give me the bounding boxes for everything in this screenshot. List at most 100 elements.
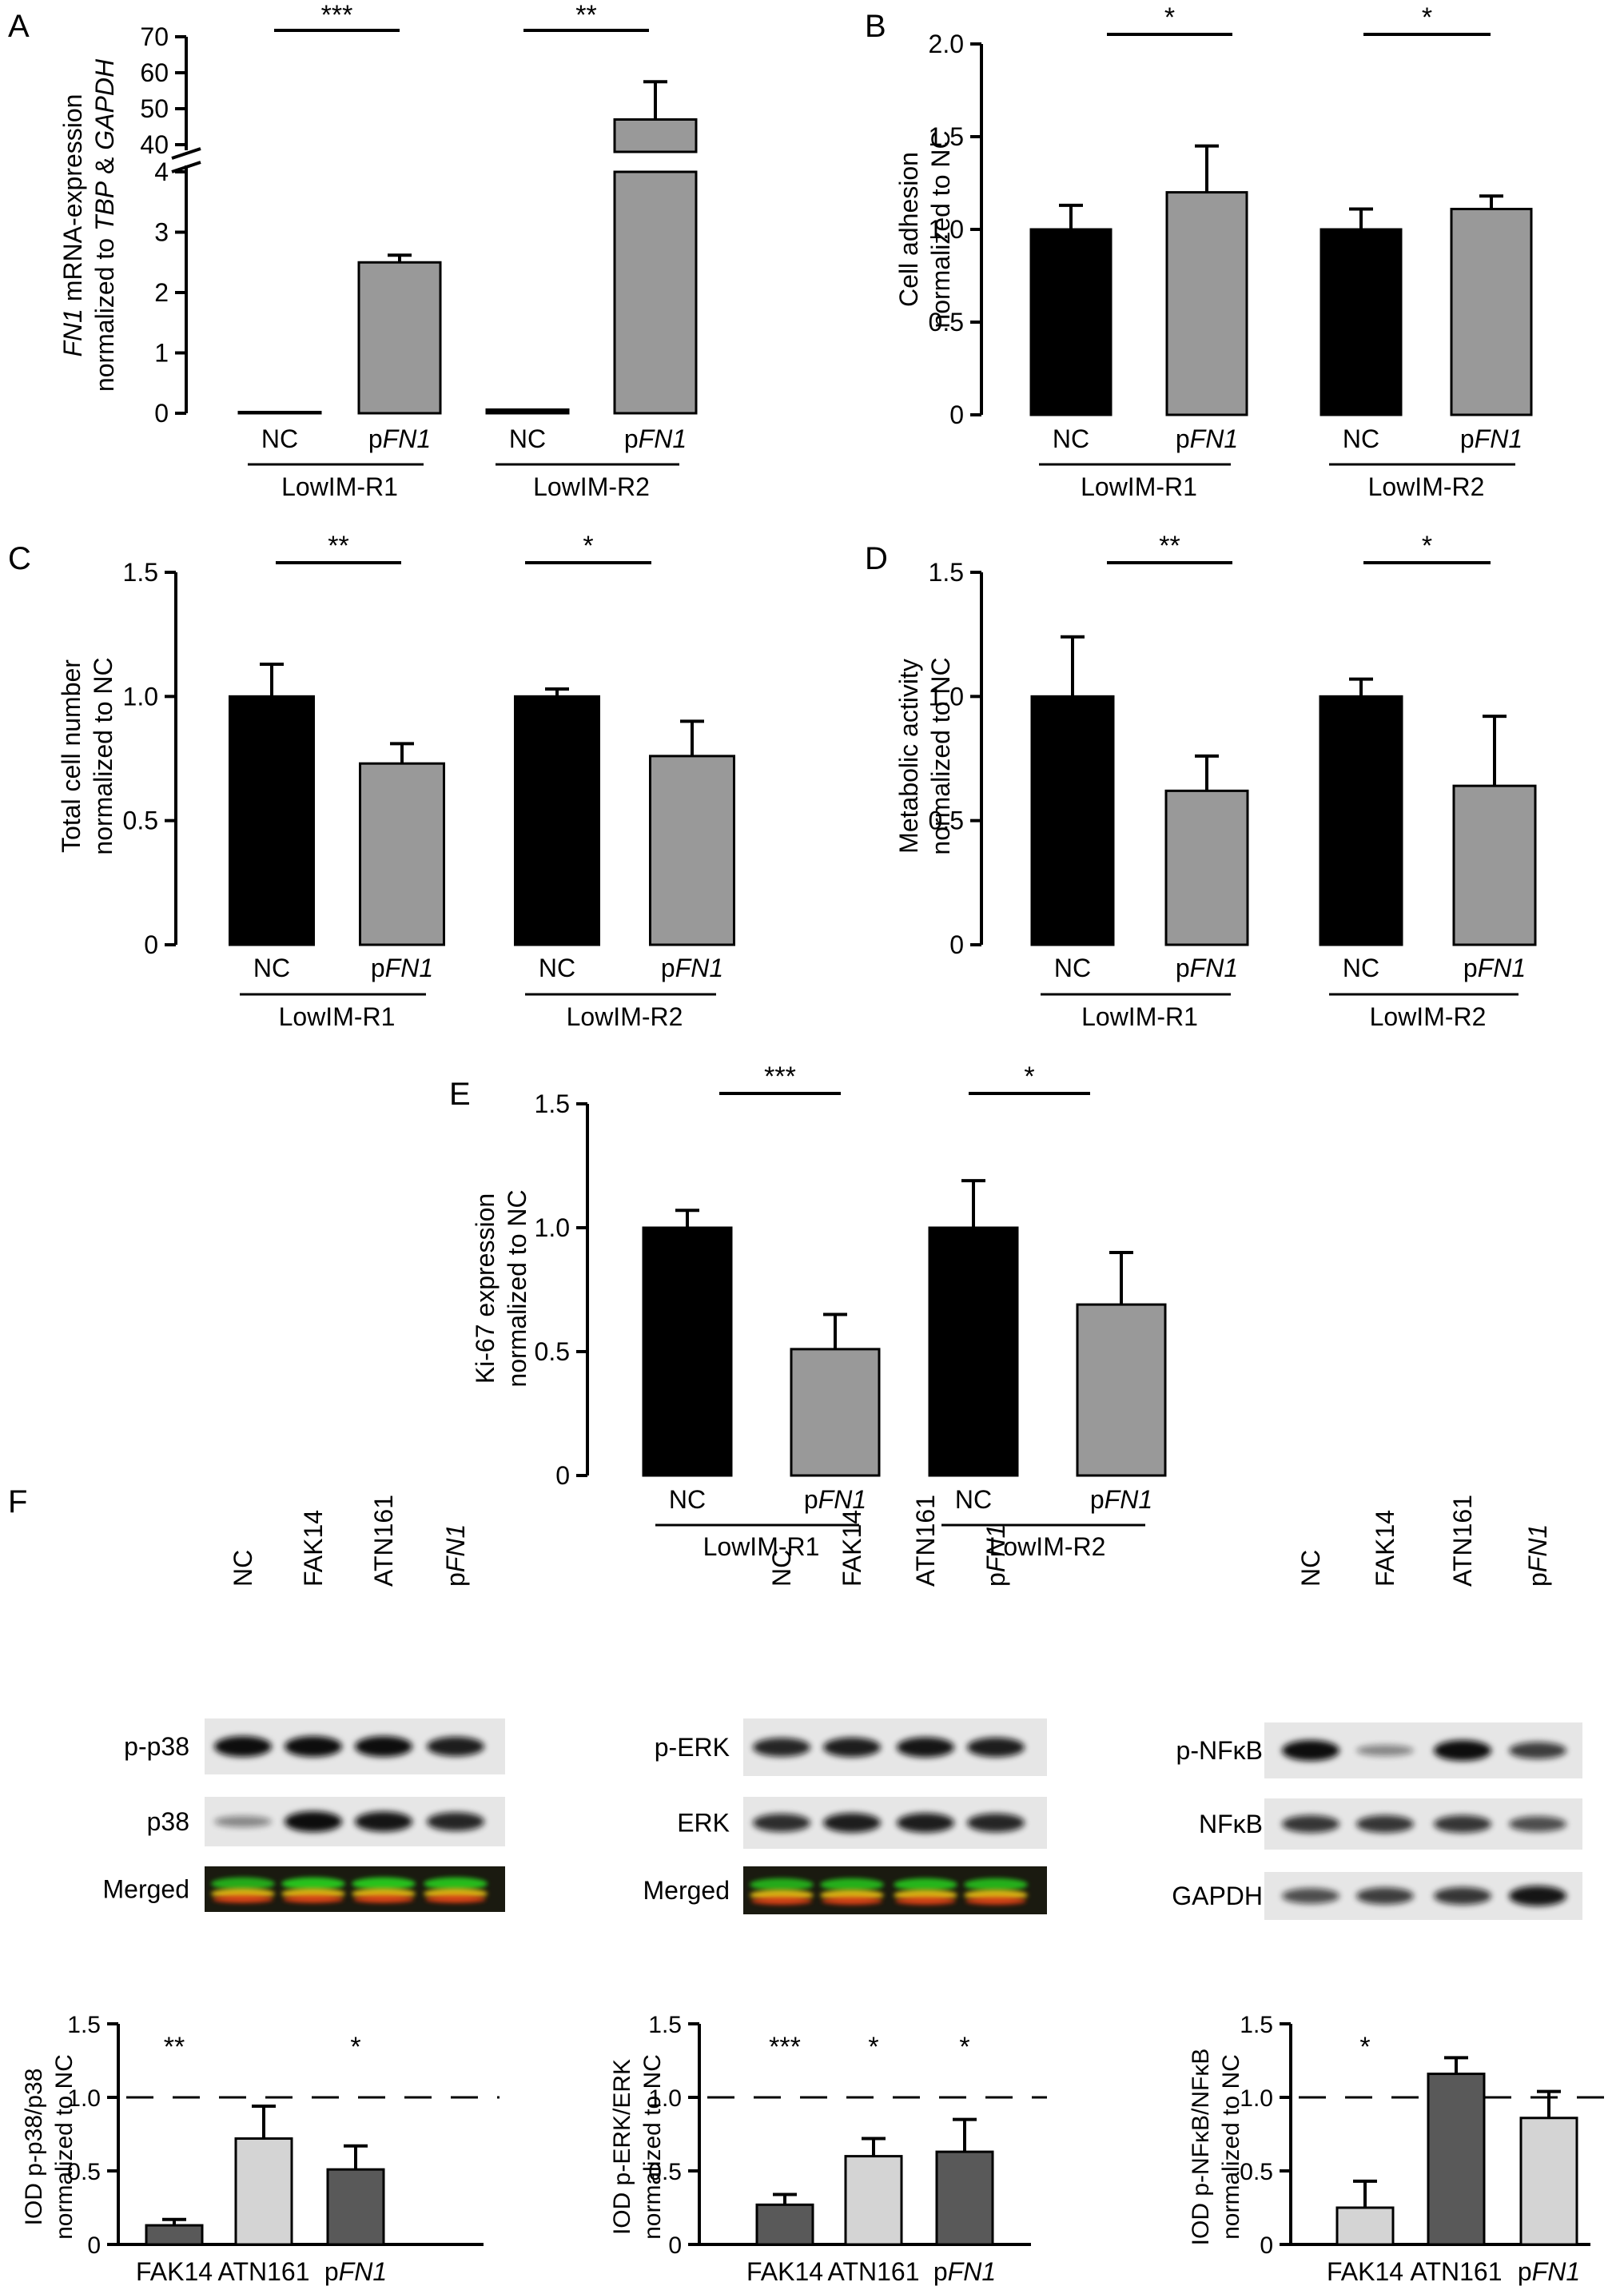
bar (359, 762, 445, 946)
y-tick-label: 1.0 (929, 215, 964, 244)
blot-row-label: p-NFκB (1176, 1736, 1263, 1765)
group-label: LowIM-R1 (1081, 472, 1197, 501)
significance-stars: * (1422, 2, 1432, 33)
bar (1427, 2073, 1486, 2246)
y-tick-label: 70 (140, 22, 169, 51)
blot-band (823, 1813, 881, 1833)
category-label-text: p (1176, 424, 1190, 453)
category-label-text: p (933, 2257, 948, 2286)
blot-band (967, 1813, 1025, 1833)
panel-c: C 0 0.5 1.0 1.5 Total cell number normalized t… (8, 531, 735, 1031)
y-tick-label: 1.0 (123, 682, 158, 711)
y-tick-label: 0.5 (648, 2159, 682, 2185)
category-label: pFN1 (624, 424, 687, 453)
significance-stars: ** (1159, 531, 1180, 561)
category-label: pFN1 (368, 424, 431, 453)
category-label-text: NC (509, 424, 546, 453)
category-label: pFN1 (371, 954, 433, 982)
category-label: ATN161 (827, 2257, 919, 2286)
y-tick-label: 40 (140, 130, 169, 159)
category-label: FAK14 (1327, 2257, 1403, 2286)
panel-letter: C (8, 541, 31, 576)
category-label-italic: FN1 (1190, 424, 1238, 453)
category-label-text: FAK14 (136, 2257, 213, 2286)
y-tick-label: 2 (154, 278, 169, 307)
category-label: ATN161 (1410, 2257, 1502, 2286)
category-label: pFN1 (1176, 424, 1238, 453)
bar (1320, 228, 1403, 416)
blot-row-label: p38 (147, 1807, 189, 1836)
bar (229, 695, 315, 946)
y-axis-label-group: Metabolic activity normalized to NC (894, 657, 955, 854)
category-label: pFN1 (804, 1485, 866, 1514)
significance-stars: ** (328, 531, 348, 561)
bar (514, 695, 600, 946)
category-label: pFN1 (1176, 954, 1238, 982)
y-tick-label: 1.0 (648, 2085, 682, 2112)
group-label: LowIM-R2 (533, 472, 650, 501)
category-label-text: NC (1054, 954, 1091, 982)
category-label-text: NC (1053, 424, 1089, 453)
bar (326, 2168, 385, 2246)
lane-label-text: FAK14 (1371, 1510, 1399, 1587)
y-axis-label: IOD p-ERK/ERK (609, 2059, 635, 2235)
y-axis-label: IOD p-NFκB/NFκB (1188, 2049, 1214, 2246)
iod-bar-chart-1: 0 0.5 1.0 1.5 IOD p-p38/p38 normalized to NC *… (21, 2012, 500, 2286)
y-axis-label-group: IOD p-ERK/ERK normalized to NC (609, 2054, 666, 2240)
panel-e: E 0 0.5 1.0 1.5 Ki-67 expression normalized to… (449, 1061, 1167, 1561)
category-label: NC (669, 1485, 706, 1514)
y-tick-label: 1.5 (929, 558, 964, 587)
category-label-text: NC (669, 1485, 706, 1514)
category-label-text: ATN161 (827, 2257, 919, 2286)
label-part: & (90, 150, 119, 181)
category-label-italic: FN1 (1478, 954, 1526, 982)
y-tick-label: 0 (949, 400, 964, 429)
western-blot-2: NC FAK14 ATN161 pFN1 p-ERK ERK Merged (643, 1495, 1047, 1914)
bar (935, 2150, 994, 2246)
category-label-text: NC (261, 424, 298, 453)
y-tick-label: 2.0 (929, 30, 964, 58)
y-tick-label: 1.5 (929, 122, 964, 151)
lane-label: NC (229, 1550, 257, 1587)
y-tick-label: 0.5 (67, 2159, 101, 2185)
blot-band (355, 1736, 412, 1757)
y-axis-label: normalized to NC (926, 130, 955, 328)
panel-letter: B (865, 9, 886, 44)
category-label: NC (509, 424, 546, 453)
bar-lower-segment (613, 170, 698, 415)
blot-band (897, 1813, 954, 1833)
category-label-text: NC (1343, 424, 1379, 453)
category-label: NC (253, 954, 290, 982)
y-tick-label: 0 (144, 930, 158, 959)
blot-band (1282, 1888, 1339, 1904)
significance-stars: * (868, 2032, 878, 2062)
category-label-text: ATN161 (217, 2257, 309, 2286)
blot-band (427, 1812, 484, 1831)
blot-band (285, 1736, 342, 1757)
significance-stars: *** (769, 2032, 801, 2062)
blot-band (1509, 1742, 1566, 1759)
label-part: TBP (90, 181, 119, 231)
lane-label-italic: FN1 (981, 1524, 1010, 1572)
lane-label: FAK14 (1371, 1510, 1399, 1587)
blot-band (753, 1738, 810, 1757)
y-axis-label: IOD p-p38/p38 (21, 2069, 47, 2226)
lane-label-text: ATN161 (369, 1495, 398, 1587)
western-blot-3: NC FAK14 ATN161 pFN1 p-NFκB NFκB GAPDH (1172, 1495, 1582, 1920)
y-tick-label: 0 (87, 2232, 101, 2259)
bar (642, 1226, 733, 1477)
bar (1335, 2206, 1395, 2246)
significance-stars: ** (164, 2032, 185, 2062)
y-axis-label: normalized to NC (1218, 2054, 1244, 2240)
bar-upper-segment (613, 118, 698, 153)
significance-stars: * (959, 2032, 969, 2062)
merged-band-red (895, 1897, 956, 1906)
blot-band (1509, 1816, 1566, 1832)
category-label-italic: FN1 (1532, 2257, 1580, 2286)
y-tick-label: 0 (154, 399, 169, 428)
lane-label: NC (767, 1550, 796, 1587)
y-tick-label: 1.0 (67, 2085, 101, 2112)
y-tick-label: 1.0 (929, 682, 964, 711)
lane-label-text: NC (767, 1550, 796, 1587)
